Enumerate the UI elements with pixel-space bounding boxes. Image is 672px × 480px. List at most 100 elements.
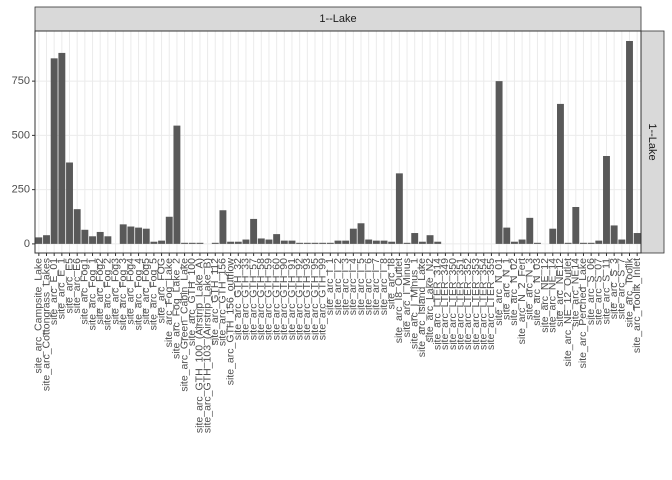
x-tick-label: site_arc_NE_12_Outlet [562, 258, 574, 367]
x-tick-label: site_arc_Perched_Lake [577, 258, 589, 368]
bar [288, 240, 296, 244]
x-tick-label: site_arc_GTH_90 [278, 258, 290, 340]
bar [150, 241, 158, 244]
x-tick-label: site_arc_GTH_58 [255, 258, 267, 340]
x-tick-label: site_arc_GTH_32 [232, 258, 244, 340]
bar [618, 239, 626, 244]
x-tick-label: site_arc_Island_Lake [416, 258, 428, 357]
x-tick-label: site_arc_Fog2 [94, 258, 106, 325]
bar [50, 58, 58, 244]
bar [296, 242, 304, 244]
bar [503, 227, 511, 244]
x-tick-label: site_arc_I_Minus [401, 258, 413, 337]
bar [357, 223, 365, 244]
x-tick-label: site_arc_Fog_5 [148, 258, 160, 331]
bar [35, 237, 43, 244]
bar [196, 242, 204, 244]
bar [533, 242, 541, 244]
bar [303, 242, 311, 244]
x-tick-label: site_arc_N_03 [531, 258, 543, 326]
bar [326, 242, 334, 244]
x-tick-label: site_arc_E6 [71, 258, 83, 314]
x-tick-label: site_arc_LTER_352 [462, 258, 474, 350]
x-tick-label: site_arc_GTH_112 [209, 258, 221, 346]
x-tick-label: site_arc_Fog_2 [102, 258, 114, 331]
bar [365, 239, 373, 244]
x-tick-label: site_arc_GTH_92 [293, 258, 305, 340]
x-tick-label: site_arc_Fog3 [109, 258, 121, 325]
bar [127, 226, 135, 244]
bar [181, 242, 189, 244]
x-tick-label: site_arc_E_1 [56, 258, 68, 319]
x-tick-label: site_arc_N_2_Fert [516, 258, 528, 344]
bar [626, 40, 633, 244]
x-tick-label: site_arc_I_Minus_1 [408, 258, 420, 349]
bar [334, 240, 342, 244]
x-tick-label: site_arc_NE12 [554, 258, 566, 327]
bar [257, 238, 265, 244]
bar [549, 228, 557, 244]
y-tick-label: 500 [12, 129, 30, 141]
x-tick-label: site_arc_Toolik [623, 257, 635, 327]
x-tick-label: site_arc_GTH_60 [270, 258, 282, 340]
facet-row-label: 1--Lake [646, 123, 658, 160]
x-tick-label: site_arc_E5 [63, 258, 75, 314]
x-tick-label: site_arc_I_2 [332, 258, 344, 315]
x-tick-label: site_arc_LTER_354 [478, 258, 490, 350]
panel-border [34, 30, 642, 254]
bar [603, 155, 610, 244]
x-tick-label: site_arc_GTH_156 [217, 258, 229, 346]
bar [165, 216, 173, 244]
bar [388, 241, 396, 244]
x-tick-label: site_arc_I_7 [370, 258, 382, 315]
x-tick-label: site_arc_GTH_95 [309, 258, 321, 340]
bar [273, 234, 281, 244]
x-tick-label: site_arc_Fog5 [140, 258, 152, 325]
y-tick-label: 0 [24, 238, 30, 250]
bar [89, 236, 96, 244]
bar [173, 125, 181, 244]
bar [580, 242, 587, 244]
x-tick-label: site_arc_GTH_100 [186, 258, 198, 346]
y-tick-label: 750 [12, 75, 30, 87]
bar [426, 235, 434, 244]
bar [595, 240, 603, 244]
x-tick-label: site_arc_GTH_103_(Airstrip_Lake_B) [201, 258, 213, 433]
bar [411, 233, 419, 244]
x-tick-label: site_arc_GTH_57 [247, 258, 259, 340]
x-tick-label: site_arc_N_01 [493, 258, 505, 326]
bar [380, 240, 388, 244]
x-tick-label: site_arc_LTER_350 [447, 258, 459, 350]
x-tick-label: site_arc_E_01 [48, 258, 60, 325]
bar [510, 241, 518, 244]
bar [587, 242, 595, 244]
x-tick-label: site_arc_LTER_349 [439, 258, 451, 350]
x-tick-label: site_arc_Fog4 [125, 258, 137, 325]
bar [557, 103, 564, 244]
bar [265, 239, 273, 244]
x-tick-label: site_arc_Fog_4 [132, 258, 144, 331]
bar [280, 240, 288, 244]
bar [518, 239, 526, 244]
bar [610, 225, 618, 244]
x-tick-label: site_arc_LTER_351 [455, 258, 467, 350]
x-tick-label: site_arc_Cottongrass_Lakes [40, 258, 52, 391]
x-tick-label: site_arc_I_1 [324, 258, 336, 315]
bar [342, 240, 350, 244]
x-tick-label: site_arc_N_3 [524, 258, 536, 320]
x-tick-label: site_arc_S_06 [585, 258, 597, 325]
bar [526, 217, 534, 244]
x-tick-label: site_arc_N_02 [508, 258, 520, 326]
x-tick-label: site_arc_S_07 [593, 258, 605, 325]
bar [418, 241, 426, 244]
bar [119, 224, 127, 244]
bar [242, 239, 250, 244]
x-tick-label: site_arc_Fog_3 [117, 258, 129, 331]
bar [495, 81, 503, 244]
bar [633, 233, 641, 244]
bar [158, 240, 166, 244]
x-tick-label: site_arc_I8 [385, 258, 397, 310]
bar [73, 209, 81, 244]
x-tick-label: site_arc_S_3 [608, 258, 620, 319]
